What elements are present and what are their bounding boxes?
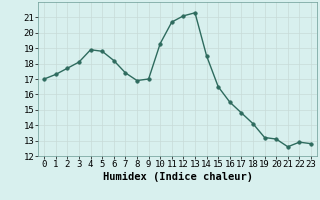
X-axis label: Humidex (Indice chaleur): Humidex (Indice chaleur) (103, 172, 252, 182)
